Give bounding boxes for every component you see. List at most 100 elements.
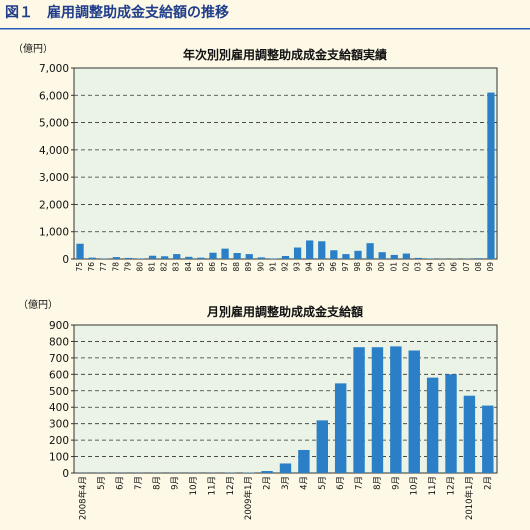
bar: [245, 254, 253, 259]
x-tick-label: 88: [232, 262, 241, 272]
bar: [100, 258, 108, 259]
monthly-chart: （億円） 月別雇用調整助成成金支給額 0 100 200 300 400 500 600 70…: [18, 298, 498, 520]
y-tick-label: 900: [49, 320, 69, 332]
x-tick-label: 77: [99, 262, 108, 272]
bar: [173, 254, 181, 259]
x-tick-label: 2008年4月: [78, 476, 89, 520]
x-tick-label: 12月: [447, 476, 457, 495]
y-tick-label: 6,000: [39, 90, 69, 102]
y-tick-label: 200: [49, 435, 69, 447]
x-tick-label: 03: [413, 262, 422, 272]
bar: [463, 395, 476, 473]
bar: [330, 250, 338, 259]
annual-chart-title: 年次別別雇用調整助成成金支給額実績: [183, 47, 387, 62]
bar: [88, 257, 96, 259]
y-tick-label: 2,000: [39, 199, 69, 211]
x-tick-label: 86: [208, 262, 217, 272]
x-tick-label: 90: [256, 262, 265, 272]
bar: [426, 377, 439, 473]
bar: [261, 471, 273, 473]
x-tick-label: 91: [268, 262, 277, 272]
x-tick-label: 5月: [318, 476, 328, 490]
bar: [342, 254, 350, 259]
x-tick-label: 04: [426, 262, 435, 272]
x-tick-label: 05: [438, 262, 447, 272]
figure-title-text: 雇用調整助成金支給額の推移: [47, 5, 229, 21]
bar: [378, 252, 386, 259]
bar: [366, 243, 374, 259]
bar: [185, 256, 193, 259]
x-tick-label: 12月: [226, 476, 236, 495]
x-tick-label: 76: [87, 262, 96, 272]
x-tick-label: 85: [196, 262, 205, 272]
monthly-plot-area: [73, 324, 498, 474]
x-tick-label: 11月: [207, 476, 217, 495]
monthly-chart-title: 月別雇用調整助成成金支給額: [206, 304, 363, 319]
x-tick-label: 01: [389, 262, 398, 272]
x-tick-label: 96: [329, 262, 338, 272]
bar: [353, 347, 365, 473]
x-tick-label: 9月: [171, 476, 181, 490]
y-tick-label: 100: [49, 452, 69, 464]
x-tick-label: 78: [111, 262, 120, 272]
x-tick-label: 94: [305, 262, 314, 272]
bar: [112, 257, 120, 259]
x-tick-label: 99: [365, 262, 374, 272]
x-tick-label: 83: [172, 262, 181, 272]
x-tick-label: 2月: [263, 476, 273, 490]
y-tick-label: 800: [49, 336, 69, 348]
bar: [354, 250, 362, 259]
bar: [233, 252, 241, 259]
x-tick-label: 02: [401, 262, 410, 272]
x-tick-label: 2009年1月: [243, 476, 254, 520]
x-tick-label: 7月: [355, 476, 365, 490]
bar: [414, 257, 423, 259]
bar: [390, 346, 402, 473]
y-tick-label: 600: [49, 369, 69, 381]
x-tick-label: 3月: [281, 476, 291, 490]
bar: [475, 258, 483, 259]
y-tick-label: 7,000: [39, 63, 69, 75]
x-tick-label: 6月: [115, 476, 125, 490]
x-tick-label: 7月: [134, 476, 144, 490]
bar: [76, 243, 84, 259]
x-tick-label: 9月: [391, 476, 401, 490]
bar: [269, 258, 278, 259]
x-tick-label: 08: [474, 262, 483, 272]
y-tick-label: 700: [49, 353, 69, 365]
x-tick-label: 8月: [152, 476, 162, 490]
y-tick-label: 400: [49, 402, 69, 414]
y-tick-label: 4,000: [39, 145, 69, 157]
bar: [161, 256, 169, 259]
y-tick-label: 1,000: [39, 227, 69, 239]
x-tick-label: 4月: [299, 476, 309, 490]
x-tick-label: 09: [486, 262, 495, 272]
bar: [148, 255, 157, 259]
x-tick-label: 97: [341, 262, 350, 272]
y-tick-label: 5,000: [39, 118, 69, 130]
bar: [306, 240, 314, 259]
bar: [293, 247, 302, 259]
x-tick-label: 82: [160, 262, 169, 272]
x-tick-label: 2010年1月: [464, 476, 475, 520]
y-tick-label: 0: [62, 468, 69, 480]
x-tick-label: 5月: [97, 476, 107, 490]
x-tick-label: 84: [184, 262, 193, 272]
bar: [257, 257, 265, 259]
x-tick-label: 93: [293, 262, 302, 272]
bar: [124, 257, 133, 259]
bar: [390, 254, 398, 259]
bar: [334, 383, 347, 473]
bar: [445, 374, 457, 473]
bar: [221, 248, 229, 259]
bar: [136, 258, 145, 259]
bar: [298, 449, 310, 473]
y-tick-label: 0: [62, 254, 69, 266]
x-tick-label: 89: [244, 262, 253, 272]
x-tick-label: 2月: [483, 476, 493, 490]
bar: [482, 405, 494, 473]
x-tick-label: 98: [353, 262, 362, 272]
x-tick-label: 75: [75, 262, 84, 272]
x-tick-label: 79: [123, 262, 132, 272]
